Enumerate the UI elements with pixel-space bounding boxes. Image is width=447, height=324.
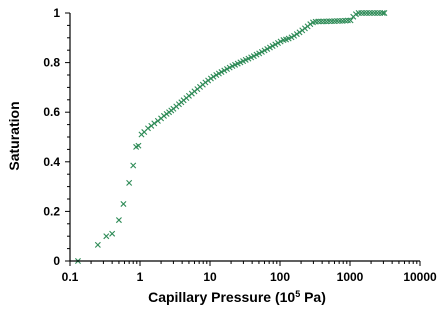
data-point [369, 10, 376, 16]
data-point [320, 18, 327, 25]
y-tick-label: 0.4 [43, 155, 60, 169]
data-point [135, 142, 142, 149]
data-point [358, 10, 365, 16]
y-tick-label: 0.2 [43, 204, 60, 218]
x-axis-title-suffix: Pa) [300, 289, 326, 305]
x-tick-label: 10000 [403, 270, 437, 284]
data-point [379, 10, 386, 16]
data-point [277, 38, 284, 45]
data-point [326, 18, 333, 25]
data-point [344, 17, 351, 24]
x-axis-title-main: Capillary Pressure (10 [148, 289, 295, 305]
data-point [377, 10, 384, 16]
data-point [347, 17, 354, 24]
data-point [126, 179, 133, 186]
data-point [381, 10, 388, 16]
data-point [205, 77, 212, 84]
data-point [144, 125, 151, 132]
data-point [218, 69, 225, 76]
data-point [103, 233, 110, 240]
data-point [115, 217, 122, 224]
data-point [291, 32, 298, 39]
x-axis-title-superscript: 5 [295, 289, 300, 299]
y-tick-label: 0 [53, 254, 60, 268]
x-axis-title: Capillary Pressure (105 Pa) [148, 289, 326, 305]
x-tick-label: 10 [203, 270, 217, 284]
y-tick-label: 0.6 [43, 105, 60, 119]
data-point [120, 200, 127, 207]
data-point [94, 241, 101, 248]
data-point [151, 120, 158, 127]
axes [65, 12, 421, 266]
data-point [363, 10, 370, 16]
data-point [130, 162, 137, 169]
data-point [336, 17, 343, 24]
data-point [371, 10, 378, 16]
data-point [307, 21, 314, 28]
y-axis-title: Saturation [6, 101, 22, 170]
y-tick-label: 0.8 [43, 56, 60, 70]
data-point [374, 10, 381, 16]
data-point [293, 31, 300, 38]
tick-labels: 0.1 1 10 100 1000 10000 0 0.2 0.4 0.6 0.8 1 [43, 6, 437, 284]
data-point [318, 18, 325, 25]
data-point [210, 73, 217, 80]
data-point [328, 18, 335, 25]
x-tick-label: 0.1 [62, 270, 79, 284]
x-tick-label: 1000 [337, 270, 364, 284]
y-tick-label: 1 [53, 6, 60, 20]
data-markers [74, 10, 388, 264]
x-tick-label: 100 [270, 270, 290, 284]
data-point [109, 230, 116, 237]
data-point [361, 10, 367, 16]
data-point [366, 10, 373, 16]
x-tick-label: 1 [137, 270, 144, 284]
data-point [207, 75, 214, 82]
